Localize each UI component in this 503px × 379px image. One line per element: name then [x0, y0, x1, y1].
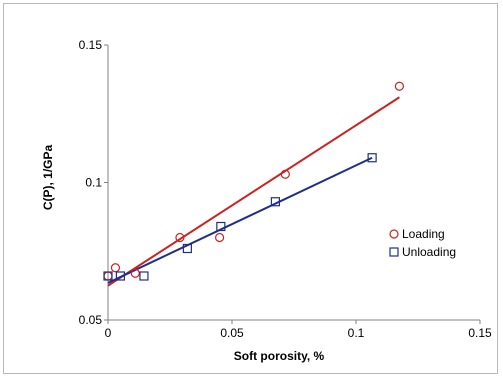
unloading-point — [115, 271, 126, 281]
axes: 0.050.10.150 0.05 0.1 0.15 — [79, 38, 492, 340]
y-tick-label: 0.15 — [79, 38, 103, 52]
loading-point — [394, 81, 404, 91]
unloading-point — [103, 271, 113, 281]
y-tick-label: 0.1 — [85, 176, 102, 190]
legend-marker-unloading — [389, 247, 399, 257]
loading-point — [110, 263, 121, 273]
loading-point — [280, 169, 290, 179]
x-axis-title: Soft porosity, % — [234, 349, 325, 363]
legend: Loading Unloading — [389, 227, 456, 259]
legend-label-unloading: Unloading — [402, 245, 456, 259]
x-tick-label: 0.05 — [220, 326, 244, 340]
x-tick-label: 0.15 — [468, 326, 492, 340]
y-tick-label: 0.05 — [79, 313, 103, 327]
legend-marker-loading — [389, 229, 399, 239]
loading-point — [130, 268, 140, 278]
unloading-point — [270, 197, 280, 207]
loading-trendline — [107, 96, 400, 287]
data-points — [103, 81, 404, 281]
y-axis-title: C(P), 1/GPa — [41, 145, 55, 211]
x-tick-label: 0.1 — [348, 326, 365, 340]
legend-label-loading: Loading — [402, 227, 445, 241]
loading-point — [175, 232, 185, 243]
unloading-point — [139, 271, 149, 281]
chart-frame — [3, 3, 498, 374]
unloading-point — [182, 243, 192, 254]
trendlines — [107, 96, 400, 287]
loading-point — [215, 232, 225, 243]
unloading-trendline — [107, 156, 373, 284]
x-tick-label: 0 — [105, 326, 112, 340]
unloading-point — [216, 221, 226, 232]
unloading-point — [367, 153, 377, 163]
